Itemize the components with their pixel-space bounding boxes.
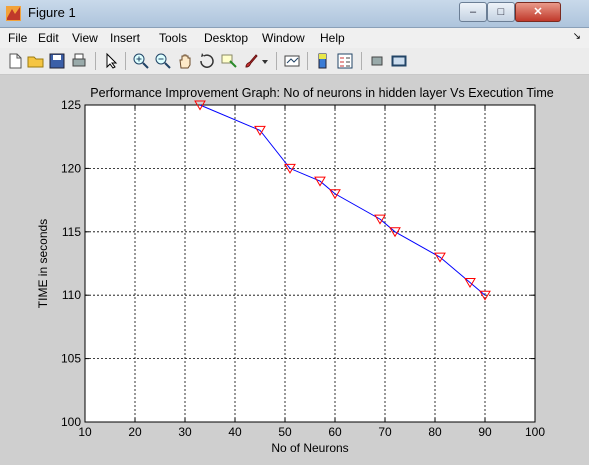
x-tick-label: 50 xyxy=(278,425,292,439)
toolbar-separator xyxy=(307,52,308,70)
menu-tools[interactable]: Tools xyxy=(159,31,188,45)
new-file-icon[interactable] xyxy=(6,52,24,70)
x-tick-label: 100 xyxy=(525,425,545,439)
toolbar-separator xyxy=(125,52,126,70)
menu-insert[interactable]: Insert xyxy=(110,31,141,45)
data-series xyxy=(194,100,491,301)
axis-ticks: 10 20 30 40 50 60 70 80 90 100 100 105 110 115 120 125 xyxy=(61,98,545,439)
x-tick-label: 40 xyxy=(228,425,242,439)
brush-dropdown-icon[interactable] xyxy=(260,52,270,70)
menu-file[interactable]: File xyxy=(8,31,28,45)
hide-plot-tools-icon[interactable] xyxy=(368,52,386,70)
menu-overflow-arrow-icon[interactable]: ↘ xyxy=(572,31,581,42)
menu-bar: File Edit View Insert Tools Desktop Wind… xyxy=(0,28,589,48)
y-tick-label: 110 xyxy=(62,288,81,302)
figure-toolbar xyxy=(0,48,589,75)
x-tick-label: 20 xyxy=(128,425,142,439)
y-tick-label: 120 xyxy=(61,161,81,175)
data-point xyxy=(314,176,326,187)
maximize-button[interactable]: □ xyxy=(487,2,515,22)
legend-icon[interactable] xyxy=(336,52,354,70)
zoom-out-icon[interactable] xyxy=(154,52,172,70)
show-plot-tools-icon[interactable] xyxy=(390,52,408,70)
close-button[interactable]: ✕ xyxy=(515,2,561,22)
toolbar-separator xyxy=(361,52,362,70)
chart-title: Performance Improvement Graph: No of neu… xyxy=(90,86,553,100)
x-tick-label: 10 xyxy=(78,425,92,439)
data-point xyxy=(329,189,341,200)
data-point xyxy=(284,163,296,174)
menu-window[interactable]: Window xyxy=(262,31,305,45)
toolbar-separator xyxy=(276,52,277,70)
y-tick-label: 125 xyxy=(61,98,81,112)
save-icon[interactable] xyxy=(48,52,66,70)
x-tick-label: 80 xyxy=(428,425,442,439)
x-tick-label: 30 xyxy=(178,425,192,439)
data-cursor-icon[interactable] xyxy=(220,52,238,70)
y-tick-label: 100 xyxy=(61,415,81,429)
minimize-button[interactable]: ‒ xyxy=(459,2,487,22)
pan-hand-icon[interactable] xyxy=(176,52,194,70)
brush-icon[interactable] xyxy=(242,52,260,70)
y-tick-label: 115 xyxy=(62,225,81,239)
data-point xyxy=(374,214,386,225)
toolbar-separator xyxy=(95,52,96,70)
window-title: Figure 1 xyxy=(28,5,76,20)
rotate-3d-icon[interactable] xyxy=(198,52,216,70)
axes-background xyxy=(84,104,536,423)
menu-help[interactable]: Help xyxy=(320,31,345,45)
menu-desktop[interactable]: Desktop xyxy=(204,31,249,45)
data-point xyxy=(194,100,206,111)
colorbar-icon[interactable] xyxy=(314,52,332,70)
line-chart: 10 20 30 40 50 60 70 80 90 100100105110115120125 … xyxy=(36,86,554,455)
data-point xyxy=(434,252,446,263)
menu-view[interactable]: View xyxy=(72,31,98,45)
open-folder-icon[interactable] xyxy=(27,52,45,70)
x-axis-title: No of Neurons xyxy=(271,441,348,455)
data-point xyxy=(389,227,401,238)
matlab-logo-icon xyxy=(6,6,21,21)
print-icon[interactable] xyxy=(70,52,88,70)
pointer-icon[interactable] xyxy=(102,52,120,70)
zoom-in-icon[interactable] xyxy=(132,52,150,70)
y-tick-label: 105 xyxy=(61,352,81,366)
link-plot-icon[interactable] xyxy=(283,52,301,70)
series-line xyxy=(199,104,486,296)
x-tick-label: 70 xyxy=(378,425,392,439)
data-point xyxy=(479,290,491,301)
menu-edit[interactable]: Edit xyxy=(38,31,59,45)
data-point xyxy=(464,278,476,289)
y-axis-title: TIME in seconds xyxy=(36,219,50,308)
grid-lines xyxy=(85,105,535,422)
title-bar: Figure 1 ‒ □ ✕ xyxy=(0,0,589,28)
x-tick-label: 60 xyxy=(328,425,342,439)
data-point xyxy=(254,125,266,136)
x-tick-label: 90 xyxy=(478,425,492,439)
